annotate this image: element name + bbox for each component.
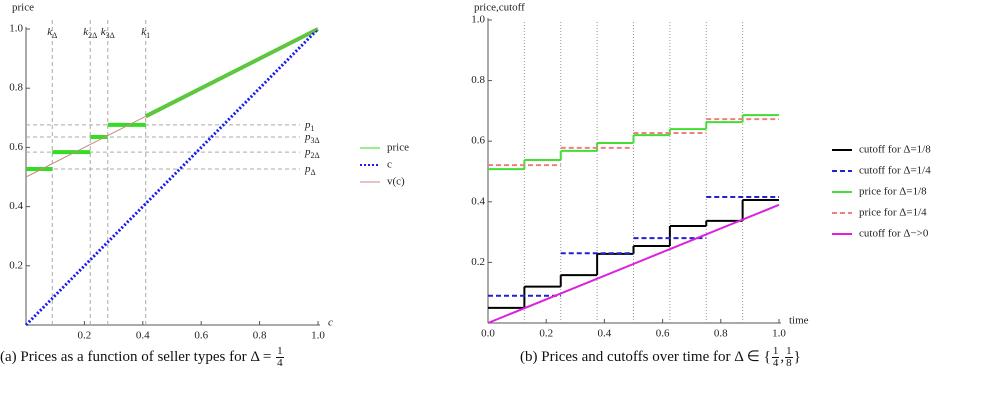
annotation-sub: 1 <box>311 124 315 133</box>
caption-text: , <box>780 348 785 365</box>
y-axis-label: price <box>12 2 34 14</box>
x-axis-label: c <box>328 317 333 329</box>
annotation: p2Δ <box>304 146 320 160</box>
legend-label: cutoff for Δ=1/4 <box>859 165 931 177</box>
annotation-base: k <box>141 26 147 38</box>
x-tick-label: 0.0 <box>481 328 495 340</box>
annotation-base: k <box>47 26 53 38</box>
caption: (b) Prices and cutoffs over time for Δ ∈… <box>520 346 980 369</box>
caption-text: (b) Prices and cutoffs over time for Δ ∈… <box>520 348 771 365</box>
annotation-base: p <box>304 118 311 130</box>
annotation-sub: 3Δ <box>106 31 115 40</box>
y-tick-label: 0.2 <box>471 256 485 268</box>
caption-text: (a) Prices as a function of seller types… <box>0 348 276 365</box>
x-tick-label: 1.0 <box>772 328 786 340</box>
x-tick-label: 0.4 <box>136 330 150 340</box>
legend-label: price for Δ=1/8 <box>859 186 927 198</box>
legend-label: c <box>387 159 392 171</box>
annotation-sub: Δ <box>52 31 57 40</box>
x-tick-label: 0.6 <box>656 328 670 340</box>
annotation: pΔ <box>304 163 316 177</box>
x-tick-label: 0.2 <box>78 330 92 340</box>
y-axis-label: price,cutoff <box>474 2 525 14</box>
annotation-base: k <box>101 26 107 38</box>
denominator: 4 <box>772 357 779 369</box>
y-tick-label: 0.8 <box>471 74 485 86</box>
x-tick-label: 0.2 <box>539 328 553 340</box>
annotation: k3Δ <box>101 26 115 40</box>
x-tick-label: 0.6 <box>194 330 208 340</box>
annotation: p3Δ <box>304 131 320 145</box>
y-tick-label: 0.8 <box>9 82 23 94</box>
line <box>487 203 780 324</box>
annotation-sub: 2Δ <box>88 31 97 40</box>
annotation-base: p <box>304 131 311 143</box>
line <box>24 27 320 327</box>
y-tick-label: 1.0 <box>9 23 23 35</box>
annotation: k2Δ <box>83 26 97 40</box>
x-tick-label: 1.0 <box>311 330 325 340</box>
numerator: 1 <box>276 345 284 358</box>
y-tick-label: 0.6 <box>9 141 23 153</box>
numerator: 1 <box>785 345 793 358</box>
annotation-sub: 1 <box>146 31 150 40</box>
caption-text: } <box>793 348 801 365</box>
annotation: k1 <box>141 26 150 40</box>
y-tick-label: 0.6 <box>471 135 485 147</box>
legend-label: price for Δ=1/4 <box>859 207 927 219</box>
annotation-sub: 2Δ <box>311 151 320 160</box>
x-axis-label: time <box>789 315 809 327</box>
denominator: 8 <box>786 357 792 369</box>
annotation-base: k <box>83 26 89 38</box>
annotation: kΔ <box>47 26 57 40</box>
y-tick-label: 0.4 <box>9 200 23 212</box>
x-tick-label: 0.4 <box>598 328 612 340</box>
line <box>26 27 319 172</box>
legend-label: cutoff for Δ=1/8 <box>859 144 931 156</box>
numerator: 1 <box>771 345 780 358</box>
y-tick-label: 1.0 <box>471 14 485 26</box>
line <box>25 28 319 178</box>
annotation-base: p <box>304 146 311 158</box>
annotation-sub: 3Δ <box>311 136 320 145</box>
legend-label: v(c) <box>387 176 405 188</box>
annotation: p1 <box>304 118 315 132</box>
legend-label: cutoff for Δ−>0 <box>859 228 929 240</box>
annotation-base: p <box>304 163 311 175</box>
x-tick-label: 0.8 <box>714 328 728 340</box>
y-tick-label: 0.4 <box>471 195 485 207</box>
y-tick-label: 0.2 <box>9 259 23 271</box>
x-tick-label: 0.8 <box>253 330 267 340</box>
denominator: 4 <box>277 357 283 369</box>
caption: (a) Prices as a function of seller types… <box>0 346 440 369</box>
legend-label: price <box>387 142 409 154</box>
annotation-sub: Δ <box>311 168 316 177</box>
